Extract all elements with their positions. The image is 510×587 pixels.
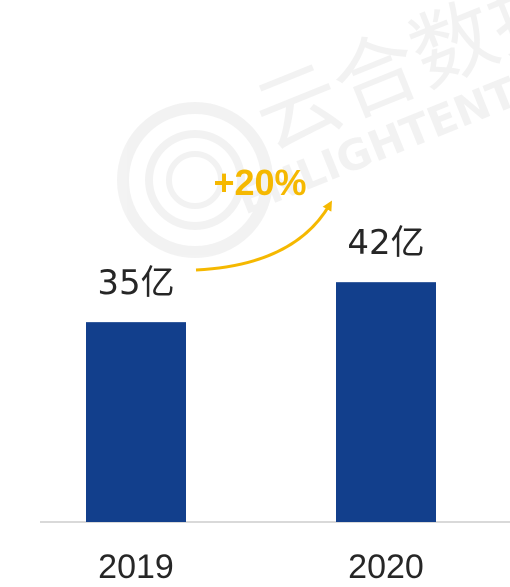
bar-2020 [336, 282, 436, 522]
data-label-2020: 42亿 [347, 223, 424, 263]
data-label-2019: 35亿 [97, 263, 174, 303]
growth-label: +20% [213, 162, 306, 203]
x-tick-label-2019: 2019 [98, 548, 174, 586]
x-tick-label-2020: 2020 [348, 548, 424, 586]
bar-2019 [86, 322, 186, 522]
growth-arrow [195, 200, 332, 272]
watermark-logo: 云合数据 ENLIGHTENT [117, 0, 510, 258]
